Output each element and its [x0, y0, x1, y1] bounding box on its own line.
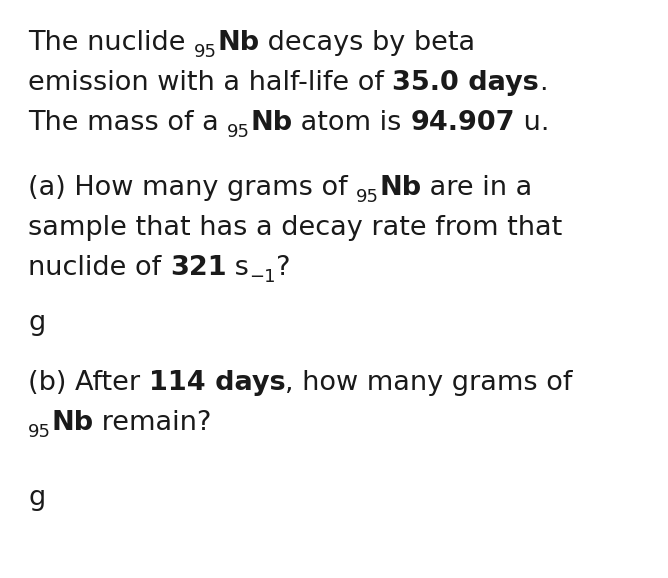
- Text: 95: 95: [28, 423, 51, 441]
- Text: ?: ?: [276, 255, 291, 281]
- Text: are in a: are in a: [422, 175, 532, 201]
- Text: 95: 95: [356, 188, 379, 206]
- Text: The mass of a: The mass of a: [28, 110, 227, 136]
- Text: Nb: Nb: [379, 175, 422, 201]
- Text: (a) How many grams of: (a) How many grams of: [28, 175, 356, 201]
- Text: The nuclide: The nuclide: [28, 30, 194, 56]
- Text: (b) After: (b) After: [28, 370, 149, 396]
- Text: 114 days: 114 days: [149, 370, 285, 396]
- Text: .: .: [539, 70, 548, 96]
- Text: 321: 321: [170, 255, 226, 281]
- Text: g: g: [28, 310, 45, 336]
- Text: Nb: Nb: [51, 410, 93, 436]
- Text: 94.907: 94.907: [411, 110, 515, 136]
- Text: sample that has a decay rate from that: sample that has a decay rate from that: [28, 215, 562, 241]
- Text: decays by beta: decays by beta: [259, 30, 476, 56]
- Text: nuclide of: nuclide of: [28, 255, 170, 281]
- Text: Nb: Nb: [250, 110, 293, 136]
- Text: Nb: Nb: [217, 30, 259, 56]
- Text: u.: u.: [515, 110, 549, 136]
- Text: atom is: atom is: [293, 110, 411, 136]
- Text: , how many grams of: , how many grams of: [285, 370, 572, 396]
- Text: g: g: [28, 485, 45, 511]
- Text: remain?: remain?: [93, 410, 212, 436]
- Text: 35.0 days: 35.0 days: [393, 70, 539, 96]
- Text: emission with a half-life of: emission with a half-life of: [28, 70, 393, 96]
- Text: −1: −1: [249, 268, 276, 286]
- Text: 95: 95: [194, 43, 217, 61]
- Text: 95: 95: [227, 123, 250, 141]
- Text: s: s: [226, 255, 249, 281]
